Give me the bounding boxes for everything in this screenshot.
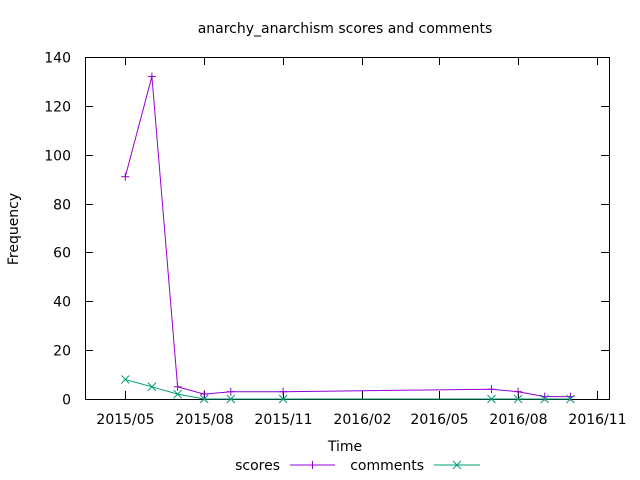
- comments-point: [487, 394, 496, 404]
- y-tick-label: 100: [44, 149, 71, 165]
- comments-point: [173, 389, 182, 399]
- comments-point: [278, 394, 288, 404]
- comments-point: [513, 394, 523, 404]
- comments-point: [540, 394, 550, 404]
- y-tick-label: 20: [53, 344, 71, 360]
- series-layer: [120, 72, 575, 404]
- scores-point: [173, 382, 182, 391]
- y-tick-label: 0: [62, 393, 71, 409]
- scores-point: [514, 387, 523, 396]
- x-axis: 2015/05 2015/08 2015/11 2016/02 2016/05 2016/…: [96, 57, 627, 428]
- x-tick-label: 2016/08: [489, 412, 547, 428]
- y-axis-label: Frequency: [6, 193, 22, 265]
- x-tick-label: 2016/05: [410, 412, 468, 428]
- x-tick-label: 2015/05: [96, 412, 154, 428]
- y-tick-label: 140: [44, 51, 71, 67]
- legend-marker-scores: [308, 461, 317, 469]
- y-tick-label: 80: [53, 198, 71, 214]
- scores-point: [279, 387, 288, 396]
- y-axis: 0 20 40 60 80 100 120 140: [44, 51, 609, 409]
- y-tick-label: 60: [53, 246, 71, 262]
- y-tick-label: 40: [53, 295, 71, 311]
- legend-label-comments: comments: [350, 458, 424, 474]
- comments-point: [199, 394, 209, 404]
- scores-point: [487, 385, 496, 394]
- scores-point: [121, 172, 130, 181]
- x-tick-label: 2015/11: [254, 412, 312, 428]
- comments-point: [566, 394, 575, 404]
- chart-title: anarchy_anarchism scores and comments: [198, 21, 493, 37]
- scores-point: [147, 72, 156, 81]
- scores-line: [124, 76, 571, 398]
- comments-point: [147, 382, 157, 392]
- scores-point: [200, 390, 209, 399]
- x-tick-label: 2015/08: [175, 412, 233, 428]
- x-tick-label: 2016/11: [568, 412, 626, 428]
- comments-point: [226, 394, 236, 404]
- y-tick-label: 120: [44, 100, 71, 116]
- scores-point: [226, 387, 235, 396]
- legend-label-scores: scores: [235, 458, 280, 474]
- legend: scores comments: [235, 458, 480, 474]
- comments-point: [120, 375, 130, 384]
- x-tick-label: 2016/02: [333, 412, 391, 428]
- legend-marker-comments: [452, 460, 462, 470]
- comments-line: [125, 379, 571, 400]
- x-axis-label: Time: [327, 439, 362, 455]
